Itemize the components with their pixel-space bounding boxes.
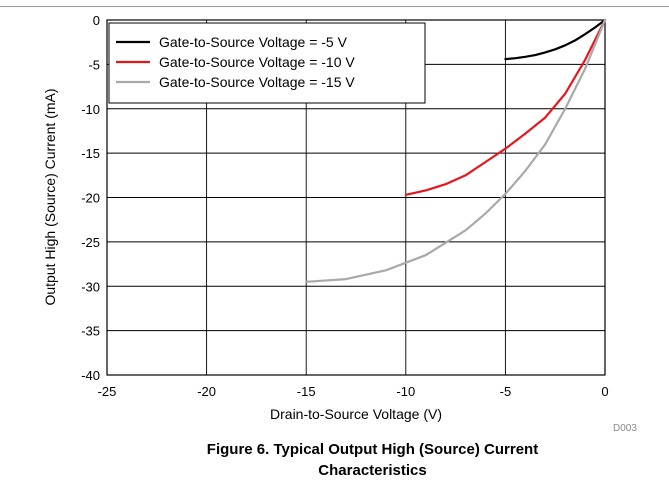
legend-entry: Gate-to-Source Voltage = -5 V [159, 34, 348, 50]
tick-labels: -25 -20 -15 -10 -5 0 0 -5 -10 -15 -20 -25 -30 -35 -40 [81, 13, 608, 399]
y-tick-label: -25 [81, 235, 100, 250]
figure-caption: Figure 6. Typical Output High (Source) C… [40, 439, 669, 481]
y-tick-label: -15 [81, 146, 100, 161]
y-tick-label: 0 [93, 13, 100, 28]
line-chart: -25 -20 -15 -10 -5 00-5-10-15-20-25-30-35-40 … [42, 13, 637, 434]
legend: Gate-to-Source Voltage = -5 V Gate-to-Sou… [108, 22, 426, 104]
x-tick-label: -25 [98, 384, 117, 399]
x-tick-label: 0 [601, 384, 608, 399]
top-rule [0, 6, 669, 7]
series-line-3 [305, 18, 607, 283]
y-tick-label: -30 [81, 279, 100, 294]
x-tick-label: -15 [297, 384, 316, 399]
series-group [305, 18, 607, 283]
x-tick-label: -20 [197, 384, 216, 399]
y-tick-label: -20 [81, 191, 100, 206]
legend-entry: Gate-to-Source Voltage = -10 V [159, 54, 355, 70]
legend-box [108, 22, 426, 104]
caption-line-2: Characteristics [318, 462, 427, 479]
y-tick-label: -10 [81, 102, 100, 117]
x-tick-label: -10 [396, 384, 415, 399]
x-axis-label: Drain-to-Source Voltage (V) [270, 406, 442, 422]
y-axis-label: Output High (Source) Current (mA) [42, 88, 58, 305]
figure-code: D003 [613, 423, 637, 434]
series-line-1 [504, 18, 607, 61]
y-tick-label: -35 [81, 324, 100, 339]
caption-line-1: Figure 6. Typical Output High (Source) C… [206, 441, 539, 458]
y-tick-label: -40 [81, 368, 100, 383]
grid [107, 20, 605, 375]
x-tick-label: -5 [500, 384, 512, 399]
y-tick-label: -5 [88, 57, 100, 72]
series-line-2 [404, 18, 607, 196]
legend-entry: Gate-to-Source Voltage = -15 V [159, 74, 355, 90]
